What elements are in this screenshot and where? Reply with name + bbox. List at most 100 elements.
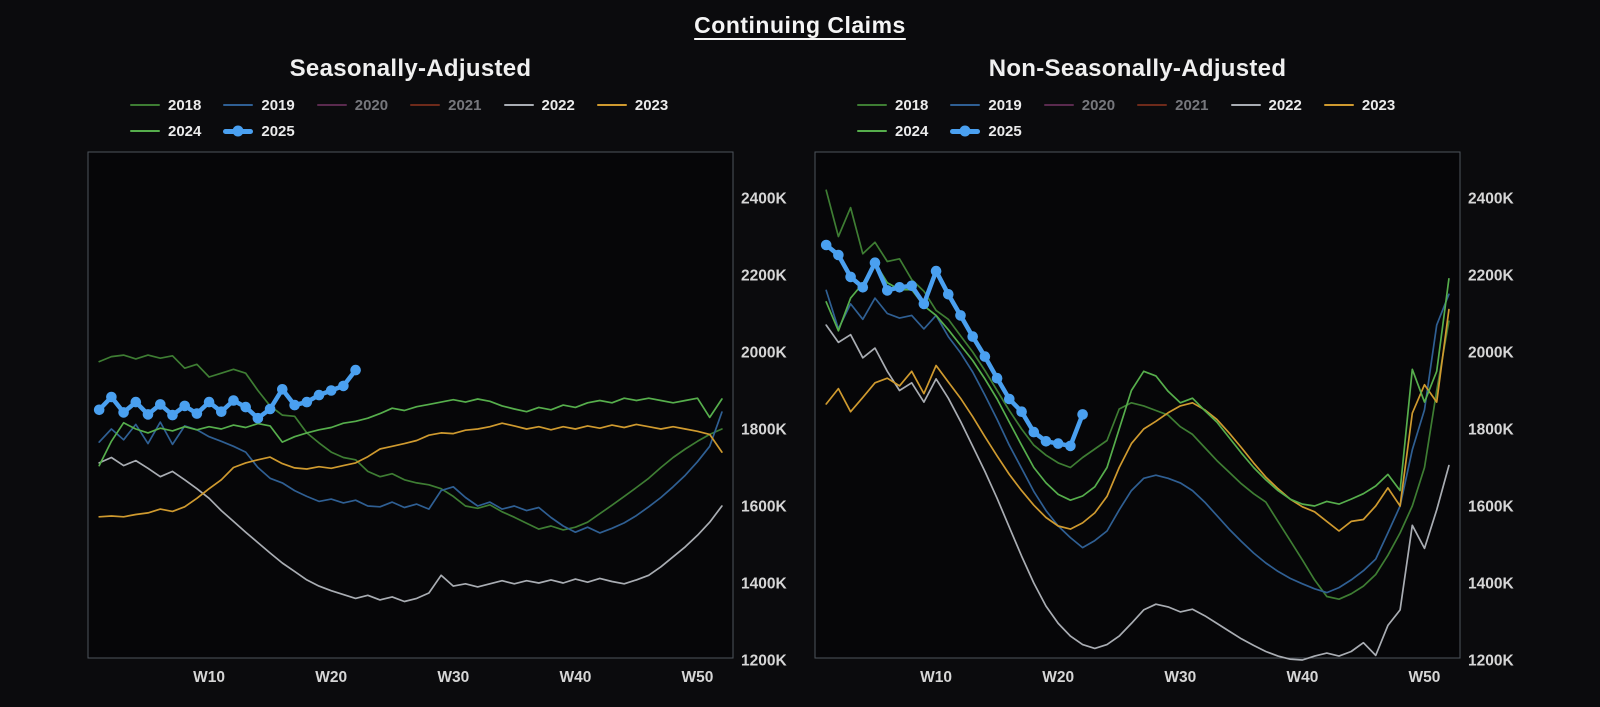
legend-label-2018: 2018 (895, 96, 929, 114)
legend-swatch-2020 (316, 104, 347, 106)
x-tick-label: W50 (682, 669, 714, 686)
legend-item-2022[interactable]: 2022 (503, 94, 575, 116)
series-marker-2025 (155, 399, 166, 410)
legend-swatch-2021 (410, 104, 441, 106)
series-marker-2025 (906, 280, 917, 292)
legend-swatch-2021 (1137, 104, 1168, 106)
series-line-2023 (825, 308, 1450, 532)
y-tick-label: 2200K (741, 268, 787, 285)
series-marker-2025 (1004, 393, 1015, 405)
series-marker-2025 (967, 331, 978, 342)
y-tick-label: 1400K (741, 576, 787, 593)
legend-label-2020: 2020 (354, 96, 389, 114)
series-marker-2025 (191, 408, 203, 419)
series-line-2018 (825, 189, 1450, 601)
series-marker-2025 (277, 384, 288, 395)
legend-marker-dot (959, 125, 971, 137)
series-marker-2025 (1077, 409, 1088, 420)
legend-label-2019: 2019 (261, 96, 295, 114)
y-tick-label: 1600K (1468, 499, 1514, 516)
legend-label-2022: 2022 (541, 96, 575, 114)
legend-label-2020: 2020 (1081, 96, 1116, 114)
series-marker-2025 (228, 395, 239, 406)
x-tick-label: W50 (1409, 669, 1441, 686)
legend-label-2023: 2023 (634, 96, 669, 114)
series-marker-2025 (106, 391, 117, 403)
series-marker-2025 (1016, 406, 1027, 418)
legend-marker-dot (232, 125, 244, 137)
legend-swatch-2019 (223, 104, 254, 106)
series-marker-2025 (325, 385, 337, 396)
legend-swatch-2020 (1043, 104, 1074, 106)
legend-left: 2018 2019 2020 2021 2022 2023 2024 2025 (130, 94, 710, 142)
series-marker-2025 (240, 401, 251, 413)
legend-swatch-2025 (223, 125, 254, 137)
series-marker-2025 (845, 271, 856, 283)
legend-label-2021: 2021 (448, 96, 482, 114)
y-tick-label: 2400K (741, 191, 787, 208)
series-marker-2025 (350, 364, 361, 376)
legend-item-2025[interactable]: 2025 (223, 120, 295, 142)
series-line-2024 (98, 397, 723, 467)
series-marker-2025 (955, 310, 966, 321)
series-marker-2025 (167, 409, 178, 421)
y-tick-label: 1400K (1468, 576, 1514, 593)
series-line-2018 (98, 354, 723, 531)
y-tick-label: 2000K (1468, 345, 1514, 362)
x-tick-label: W20 (1042, 669, 1074, 686)
series-marker-2025 (894, 282, 905, 293)
series-marker-2025 (338, 380, 349, 392)
chart-seasonally-adjusted[interactable]: 2400K 2200K 2000K 1800K 1600K 1400K 1200K W10 W2… (86, 150, 878, 698)
series-marker-2025 (869, 257, 881, 268)
legend-item-2018[interactable]: 2018 (857, 94, 928, 116)
legend-label-2023: 2023 (1361, 96, 1396, 114)
series-line-2025 (96, 367, 358, 421)
series-marker-2025 (179, 400, 190, 412)
series-marker-2025 (1052, 438, 1064, 449)
legend-item-2023[interactable]: 2023 (596, 94, 669, 116)
series-marker-2025 (289, 399, 300, 411)
legend-label-2022: 2022 (1268, 96, 1302, 114)
legend-item-2024[interactable]: 2024 (857, 120, 928, 142)
x-tick-label: W30 (1164, 669, 1196, 686)
legend-item-2019[interactable]: 2019 (223, 94, 295, 116)
series-marker-2025 (142, 409, 154, 420)
legend-swatch-2018 (130, 104, 160, 106)
y-tick-label: 2200K (1468, 268, 1514, 285)
series-marker-2025 (118, 407, 129, 418)
legend-label-2025: 2025 (261, 122, 295, 140)
series-marker-2025 (216, 406, 227, 418)
legend-item-2019[interactable]: 2019 (950, 94, 1022, 116)
legend-item-2021[interactable]: 2021 (1137, 94, 1209, 116)
series-marker-2025 (991, 372, 1003, 384)
y-tick-label: 2000K (741, 345, 787, 362)
series-marker-2025 (1065, 440, 1076, 452)
series-marker-2025 (930, 265, 942, 277)
legend-item-2025[interactable]: 2025 (950, 120, 1022, 142)
legend-label-2025: 2025 (988, 122, 1022, 140)
x-tick-label: W30 (437, 669, 469, 686)
series-marker-2025 (301, 396, 313, 408)
legend-swatch-2022 (1230, 104, 1261, 106)
series-marker-2025 (252, 412, 264, 424)
legend-item-2020[interactable]: 2020 (316, 94, 389, 116)
legend-item-2018[interactable]: 2018 (130, 94, 201, 116)
legend-label-2024: 2024 (895, 122, 929, 140)
plot-area[interactable] (87, 151, 734, 659)
legend-item-2021[interactable]: 2021 (410, 94, 482, 116)
series-marker-2025 (979, 351, 991, 362)
series-marker-2025 (918, 298, 930, 310)
series-line-2019 (825, 289, 1450, 594)
series-line-2019 (98, 411, 723, 534)
legend-item-2020[interactable]: 2020 (1043, 94, 1116, 116)
legend-item-2024[interactable]: 2024 (130, 120, 201, 142)
legend-item-2022[interactable]: 2022 (1230, 94, 1302, 116)
legend-swatch-2019 (950, 104, 981, 106)
y-tick-label: 1800K (1468, 422, 1514, 439)
series-marker-2025 (943, 289, 954, 300)
y-tick-label: 1200K (741, 653, 787, 670)
series-marker-2025 (130, 396, 142, 408)
chart-non-seasonally-adjusted[interactable]: 2400K 2200K 2000K 1800K 1600K 1400K 1200K W10 W2… (813, 150, 1600, 698)
legend-item-2023[interactable]: 2023 (1323, 94, 1396, 116)
